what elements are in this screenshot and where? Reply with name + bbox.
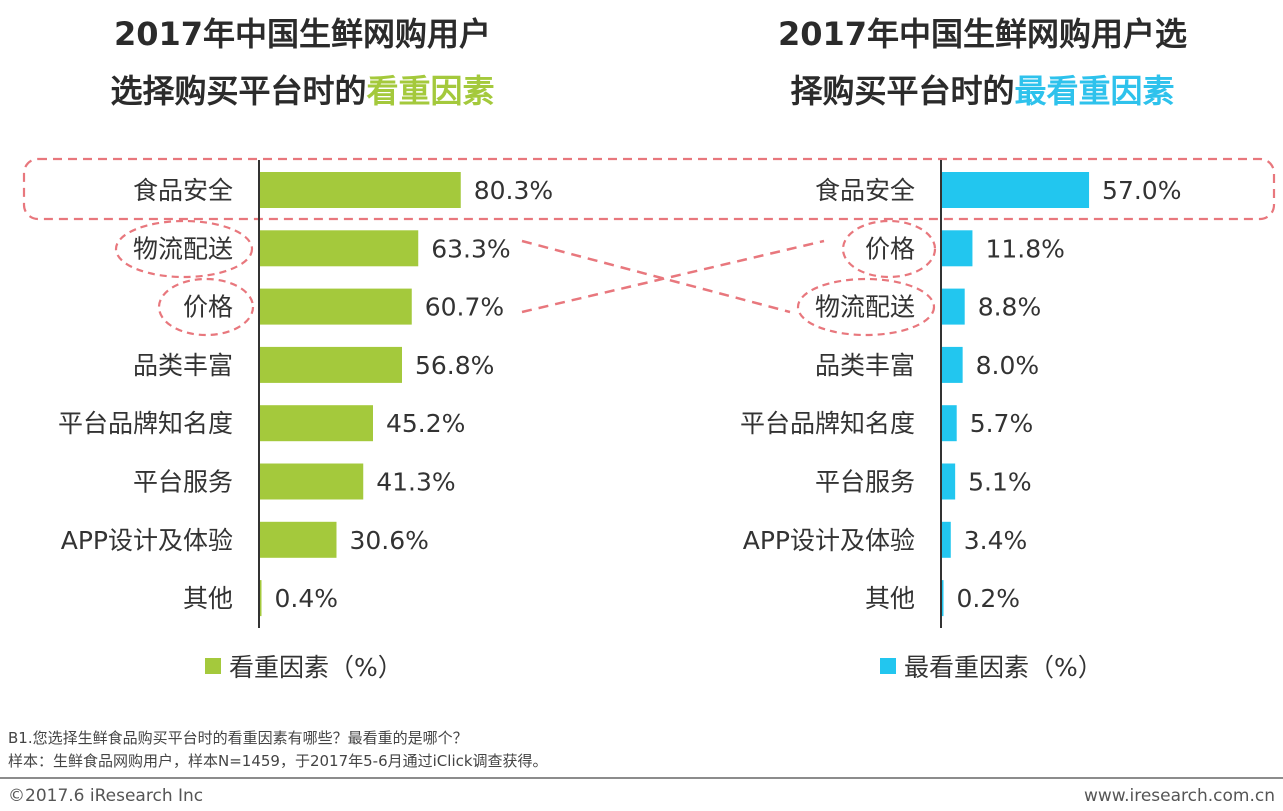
left-category-label-6: 平台服务	[133, 468, 233, 497]
left-title-highlight: 看重因素	[366, 72, 495, 110]
left-category-label-2: 物流配送	[133, 234, 233, 263]
right-value-label-7: 3.4%	[964, 526, 1028, 555]
right-category-label-1: 食品安全	[815, 176, 915, 205]
left-legend-swatch	[205, 658, 221, 674]
website-link[interactable]: www.iresearch.com.cn	[1083, 786, 1275, 806]
left-circle-logistics	[114, 219, 254, 279]
right-legend-label: 最看重因素（%）	[904, 653, 1103, 682]
left-category-label-3: 价格	[183, 293, 233, 322]
highlight-box-top-row	[22, 157, 1276, 221]
left-chart-title: 2017年中国生鲜网购用户 选择购买平台时的看重因素	[10, 6, 595, 120]
right-legend: 最看重因素（%）	[880, 648, 1103, 684]
connector-logistics	[521, 239, 791, 314]
right-title-highlight: 最看重因素	[1014, 72, 1175, 110]
left-title-line-2: 选择购买平台时的看重因素	[10, 63, 595, 120]
left-value-label-5: 45.2%	[386, 409, 465, 438]
bar-charts: 食品安全 80.3% 物流配送 63.3% 价格 60.7% 品类丰富 56.8% 平台品牌知名…	[22, 157, 1276, 628]
right-value-label-4: 8.0%	[976, 351, 1040, 380]
right-category-label-3: 物流配送	[815, 293, 915, 322]
right-bar-7	[942, 521, 951, 558]
right-category-label-6: 平台服务	[815, 468, 915, 497]
left-category-label-7: APP设计及体验	[61, 526, 233, 555]
sample-note: 样本：生鲜食品网购用户，样本N=1459，于2017年5-6月通过iClick调…	[8, 752, 548, 770]
right-value-label-3: 8.8%	[978, 293, 1042, 322]
left-bar-1	[260, 172, 461, 208]
right-bar-1	[942, 172, 1090, 208]
right-legend-swatch	[880, 658, 896, 674]
left-value-label-4: 56.8%	[415, 351, 494, 380]
left-legend: 看重因素（%）	[205, 648, 403, 684]
left-bar-7	[260, 521, 337, 558]
right-title-line-2: 择购买平台时的最看重因素	[690, 63, 1275, 120]
connector-price	[521, 239, 825, 314]
left-bar-8	[260, 580, 262, 617]
right-bar-5	[942, 405, 957, 442]
right-title-line-1: 2017年中国生鲜网购用户选	[777, 15, 1188, 53]
right-chart-title: 2017年中国生鲜网购用户选 择购买平台时的最看重因素	[690, 6, 1275, 120]
left-value-label-8: 0.4%	[275, 584, 339, 613]
question-note: B1.您选择生鲜食品购买平台时的看重因素有哪些？最看重的是哪个？	[8, 729, 468, 747]
footer-divider	[0, 777, 1283, 779]
left-bar-2	[260, 230, 419, 267]
right-category-label-5: 平台品牌知名度	[740, 409, 915, 438]
copyright-text: ©2017.6 iResearch Inc	[8, 786, 204, 806]
right-bar-6	[942, 463, 956, 500]
left-title-line-2a: 选择购买平台时的	[110, 72, 367, 110]
left-circle-price	[157, 277, 255, 337]
left-bar-4	[260, 346, 402, 383]
right-bar-8	[942, 580, 944, 617]
left-legend-label: 看重因素（%）	[229, 653, 403, 682]
left-category-label-8: 其他	[183, 584, 233, 613]
left-value-label-2: 63.3%	[431, 234, 510, 263]
left-value-label-3: 60.7%	[425, 293, 504, 322]
right-bar-3	[942, 288, 965, 325]
right-value-label-2: 11.8%	[985, 234, 1064, 263]
left-value-label-1: 80.3%	[474, 176, 553, 205]
left-bar-5	[260, 405, 373, 442]
right-value-label-1: 57.0%	[1102, 176, 1181, 205]
right-title-line-2a: 择购买平台时的	[790, 72, 1015, 110]
left-category-label-5: 平台品牌知名度	[58, 409, 233, 438]
right-value-label-6: 5.1%	[968, 468, 1032, 497]
left-value-label-7: 30.6%	[350, 526, 429, 555]
left-bar-6	[260, 463, 364, 500]
right-value-label-8: 0.2%	[957, 584, 1021, 613]
right-category-label-7: APP设计及体验	[743, 526, 915, 555]
left-category-label-1: 食品安全	[133, 176, 233, 205]
right-bar-4	[942, 346, 963, 383]
left-value-label-6: 41.3%	[376, 468, 455, 497]
right-value-label-5: 5.7%	[970, 409, 1034, 438]
right-bar-2	[942, 230, 973, 267]
left-category-label-4: 品类丰富	[133, 351, 233, 380]
right-circle-logistics	[796, 277, 936, 337]
right-category-label-2: 价格	[865, 234, 915, 263]
left-title-line-1: 2017年中国生鲜网购用户	[113, 15, 492, 53]
right-category-label-4: 品类丰富	[815, 351, 915, 380]
right-category-label-8: 其他	[865, 584, 915, 613]
right-circle-price	[841, 219, 937, 279]
left-bar-3	[260, 288, 412, 325]
